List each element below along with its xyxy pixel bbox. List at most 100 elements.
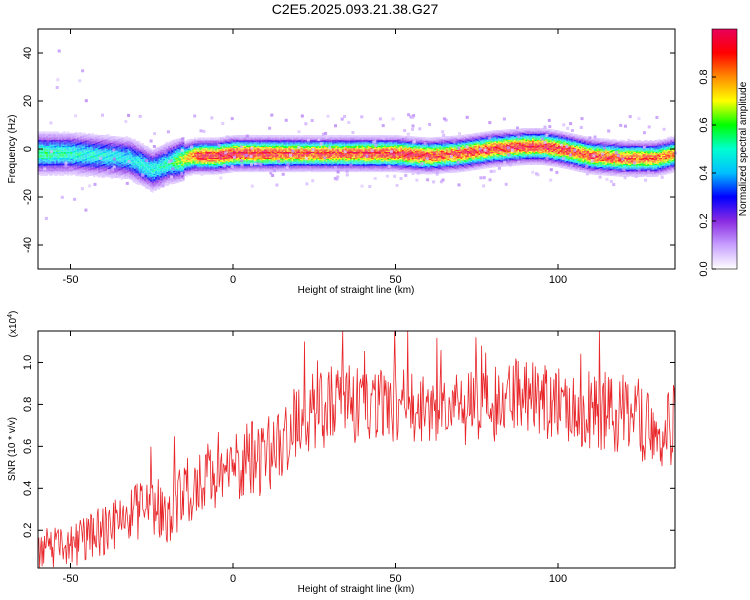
heatmap-cell (228, 146, 231, 148)
heatmap-cell (96, 167, 99, 169)
heatmap-cell (189, 164, 192, 166)
heatmap-cell (72, 136, 75, 138)
heatmap-cell (125, 143, 128, 145)
heatmap-cell (86, 143, 89, 145)
heatmap-cell (263, 159, 266, 161)
heatmap-cell (96, 138, 99, 140)
heatmap-cell (140, 177, 143, 179)
heatmap-cell (143, 146, 146, 148)
heatmap-cell (179, 139, 182, 141)
heatmap-cell (109, 171, 112, 173)
heatmap-cell (143, 181, 146, 183)
heatmap-cell (109, 156, 112, 158)
heatmap-cell (174, 177, 177, 179)
heatmap-cell (117, 144, 120, 146)
heatmap-cell (143, 168, 146, 170)
heatmap-cell (158, 163, 161, 165)
heatmap-cell (117, 159, 120, 161)
heatmap-cell (215, 146, 218, 147)
heatmap-cell (146, 183, 149, 184)
heatmap-cell (83, 157, 86, 159)
heatmap-cell (91, 137, 94, 139)
heatmap-cell (91, 172, 94, 174)
heatmap-cell (90, 170, 92, 172)
heatmap-cell (116, 153, 118, 155)
heatmap-cell (210, 167, 213, 169)
heatmap-cell (254, 170, 257, 171)
heatmap-cell (142, 155, 144, 157)
heatmap-cell (202, 146, 205, 147)
heatmap-cell (146, 157, 149, 159)
heatmap-cell (72, 141, 75, 143)
heatmap-cell (156, 159, 159, 161)
heatmap-cell (176, 142, 179, 144)
heatmap-cell (65, 148, 68, 150)
heatmap-cell (260, 149, 263, 151)
heatmap-cell (228, 138, 231, 140)
heatmap-cell (49, 160, 52, 162)
heatmap-cell (254, 144, 257, 146)
heatmap-cell (111, 173, 114, 175)
heatmap-cell (156, 185, 159, 187)
heatmap-cell (166, 177, 169, 179)
heatmap-cell (260, 152, 263, 153)
heatmap-cell (106, 155, 109, 157)
heatmap-cell (250, 154, 253, 156)
heatmap-cell (81, 174, 84, 176)
heatmap-cell (55, 149, 58, 151)
heatmap-cell (194, 152, 196, 153)
heatmap-cell (216, 168, 219, 170)
heatmap-cell (116, 142, 118, 144)
heatmap-cell (231, 164, 234, 166)
heatmap-cell (246, 164, 248, 165)
heatmap-cell (132, 181, 135, 183)
heatmap-cell (73, 133, 76, 134)
heatmap-cell (142, 166, 144, 167)
heatmap-cell (182, 176, 185, 178)
heatmap-cell (257, 144, 260, 146)
heatmap-cell (80, 156, 83, 158)
heatmap-cell (231, 153, 234, 155)
heatmap-cell (172, 162, 175, 164)
heatmap-cell (198, 168, 201, 170)
heatmap-cell (181, 152, 183, 153)
heatmap-cell (185, 167, 188, 169)
heatmap-cell (111, 139, 114, 141)
heatmap-cell (155, 164, 157, 166)
heatmap-cell (223, 136, 226, 138)
heatmap-cell (142, 145, 144, 147)
heatmap-cell (78, 133, 81, 135)
heatmap-cell (62, 168, 65, 170)
heatmap-cell (150, 148, 153, 150)
heatmap-cell (159, 178, 162, 180)
heatmap-cell (244, 168, 247, 170)
heatmap-cell (124, 138, 127, 140)
heatmap-cell (262, 166, 265, 168)
heatmap-cell (218, 168, 221, 170)
heatmap-cell (151, 177, 154, 179)
heatmap-cell (202, 158, 205, 159)
heatmap-cell (59, 164, 62, 165)
heatmap-cell (262, 168, 265, 170)
heatmap-cell (228, 163, 231, 165)
heatmap-cell (44, 161, 47, 163)
heatmap-cell (93, 145, 96, 147)
heatmap-cell (244, 153, 247, 155)
heatmap-cell (57, 168, 60, 170)
heatmap-cell (218, 161, 221, 163)
heatmap-cell (216, 160, 219, 162)
heatmap-cell (47, 137, 50, 139)
heatmap-cell (259, 166, 261, 168)
heatmap-cell (254, 155, 257, 157)
heatmap-cell (80, 158, 83, 160)
heatmap-cell (106, 149, 109, 151)
heatmap-cell (267, 166, 270, 168)
heatmap-cell (52, 158, 55, 159)
heatmap-cell (70, 165, 73, 167)
heatmap-cell (182, 171, 185, 173)
heatmap-cell (122, 144, 125, 146)
heatmap-cell (161, 148, 164, 150)
heatmap-cell (150, 158, 153, 160)
heatmap-cell (41, 166, 44, 168)
heatmap-cell (220, 137, 222, 139)
